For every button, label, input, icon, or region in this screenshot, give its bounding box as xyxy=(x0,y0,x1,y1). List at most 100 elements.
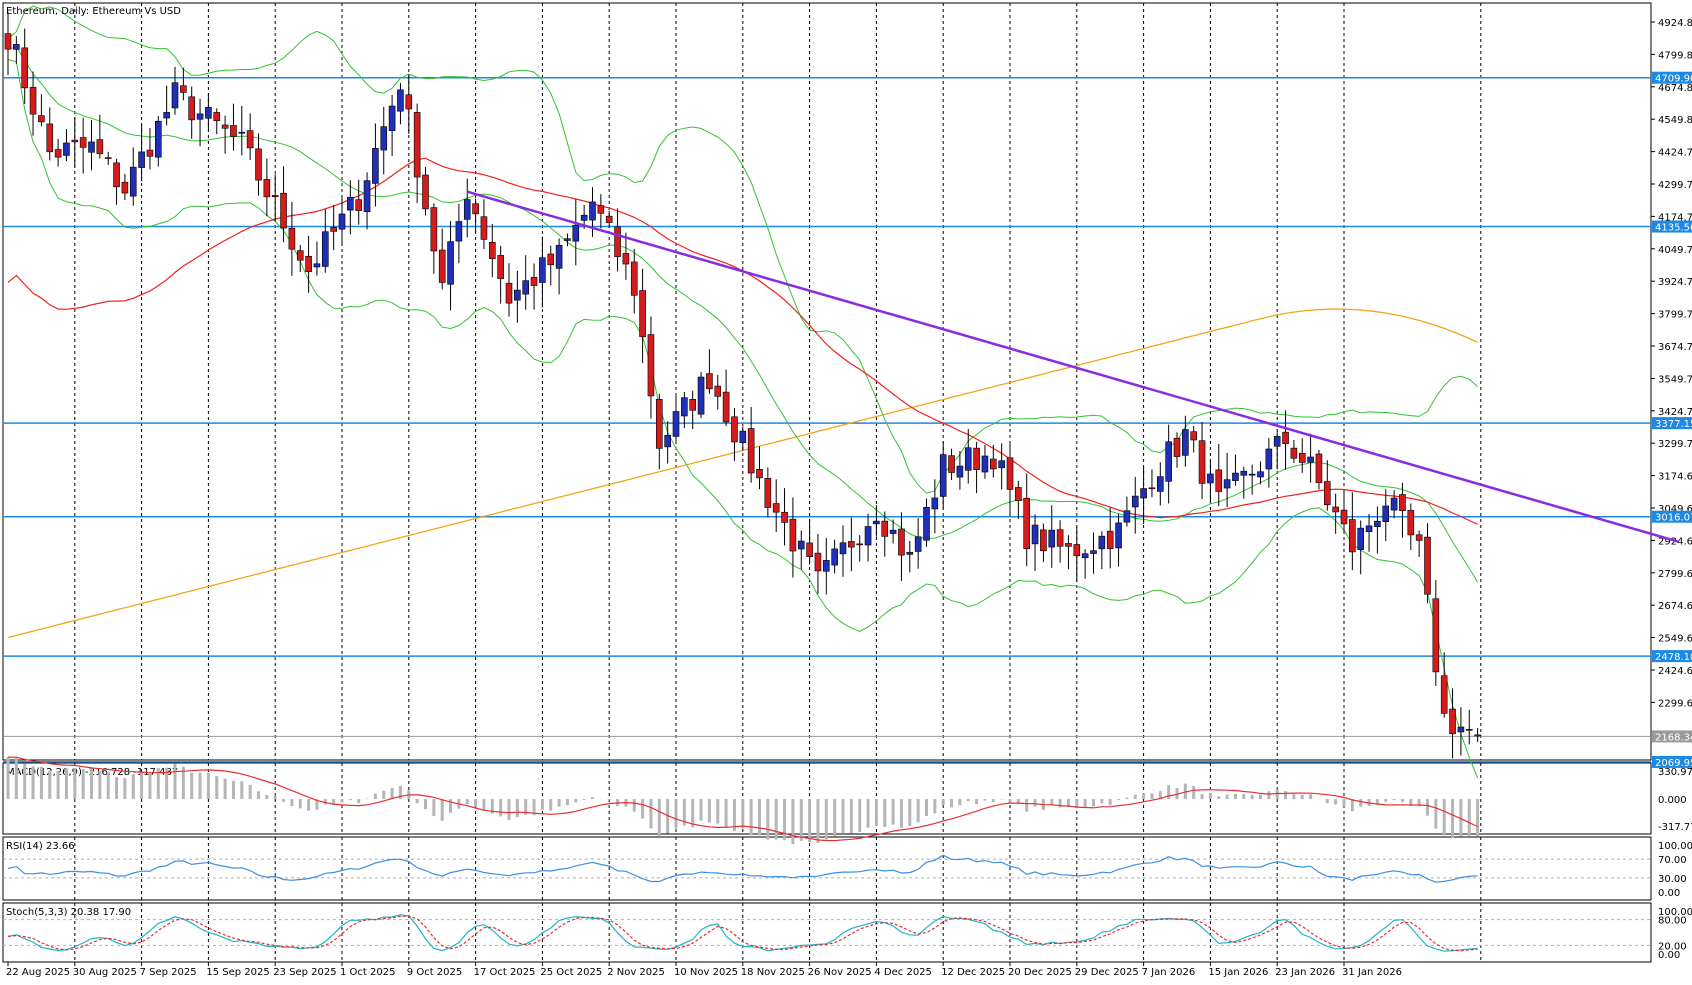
candle xyxy=(715,375,721,410)
candle xyxy=(740,426,746,450)
candle-body xyxy=(1074,545,1080,556)
candle-body xyxy=(197,114,203,119)
price-tick-label: 3424.71 xyxy=(1658,407,1692,418)
candle xyxy=(815,534,821,594)
macd-histogram-bar xyxy=(341,799,344,802)
price-tick-label: 4424.79 xyxy=(1658,148,1692,159)
rsi-axis-label: 0.00 xyxy=(1658,888,1680,899)
macd-histogram-bar xyxy=(1267,791,1270,799)
macd-histogram-bar xyxy=(858,799,861,832)
candle xyxy=(139,125,145,182)
macd-histogram-bar xyxy=(1301,795,1304,799)
macd-histogram-bar xyxy=(107,772,110,799)
candle-body xyxy=(448,242,454,285)
candle-body xyxy=(514,290,520,300)
candle xyxy=(38,94,44,126)
candle xyxy=(832,540,838,574)
candle xyxy=(481,199,487,249)
candle xyxy=(331,205,337,250)
candle-body xyxy=(1316,454,1322,483)
candle xyxy=(155,116,161,167)
candle-body xyxy=(1065,543,1071,546)
macd-histogram-bar xyxy=(566,799,569,805)
macd-histogram-bar xyxy=(691,799,694,827)
macd-histogram-bar xyxy=(7,757,10,799)
candle xyxy=(489,224,495,277)
candle-body xyxy=(773,504,779,513)
candle-body xyxy=(372,148,378,183)
candle xyxy=(5,12,11,75)
candle-body xyxy=(1274,436,1280,446)
macd-histogram-bar xyxy=(908,799,911,826)
date-tick-label: 26 Nov 2025 xyxy=(808,967,872,978)
candle-body xyxy=(214,112,220,120)
candle xyxy=(1166,425,1172,504)
macd-histogram-bar xyxy=(1192,786,1195,799)
chart-title: Ethereum, Daily: Ethereum Vs USD xyxy=(6,6,181,17)
candle xyxy=(105,152,111,165)
level-price-box: 4709.90 xyxy=(1652,72,1692,85)
macd-histogram-bar xyxy=(958,799,961,805)
candle-body xyxy=(1216,470,1222,492)
candle-body xyxy=(306,256,312,271)
candle xyxy=(80,118,86,174)
candle xyxy=(464,179,470,238)
macd-histogram-bar xyxy=(23,763,26,799)
candle xyxy=(706,349,712,393)
macd-histogram-bar xyxy=(32,766,35,799)
macd-pane: MACD(12,26,9) -216.728 -117.487330.9740.… xyxy=(6,757,1692,844)
macd-histogram-bar xyxy=(1326,799,1329,803)
candle-body xyxy=(205,107,211,118)
candle-body xyxy=(915,537,921,552)
candle-body xyxy=(731,417,737,442)
candle xyxy=(289,202,295,276)
candle-body xyxy=(665,435,671,447)
stoch-axis-label: 0.00 xyxy=(1658,950,1680,961)
macd-histogram-bar xyxy=(1468,799,1471,836)
level-price-box: 2168.34 xyxy=(1652,730,1692,743)
candle-body xyxy=(606,216,612,222)
candle xyxy=(189,87,195,139)
macd-histogram-bar xyxy=(633,799,636,812)
candle-body xyxy=(147,150,153,156)
macd-axis-label: -317.778 xyxy=(1658,822,1692,833)
price-overlays xyxy=(8,6,1478,778)
candle xyxy=(1149,469,1155,497)
candle xyxy=(1308,434,1314,483)
candle xyxy=(1091,532,1097,573)
candle xyxy=(673,396,679,443)
candle xyxy=(1466,710,1472,745)
candle-body xyxy=(840,543,846,554)
candle-body xyxy=(1441,676,1447,714)
candle xyxy=(180,68,186,101)
price-tick-label: 3299.70 xyxy=(1658,439,1692,450)
macd-histogram-bar xyxy=(207,773,210,799)
macd-histogram-bar xyxy=(349,799,352,800)
macd-histogram-bar xyxy=(98,771,101,799)
candle xyxy=(1049,505,1055,568)
level-price-label: 4135.56 xyxy=(1655,223,1692,234)
price-axis: 4924.834799.824674.814549.804424.794299.… xyxy=(1651,18,1692,709)
macd-histogram-bar xyxy=(925,799,928,816)
macd-histogram-bar xyxy=(282,799,285,802)
candle xyxy=(239,106,245,155)
candle xyxy=(364,172,370,229)
candle-body xyxy=(63,143,69,156)
macd-histogram-bar xyxy=(199,773,202,799)
candle-body xyxy=(1283,432,1289,444)
candle-body xyxy=(381,127,387,150)
macd-histogram-bar xyxy=(975,799,978,804)
candle-body xyxy=(1224,480,1230,488)
candle-body xyxy=(974,448,980,470)
candle-body xyxy=(1433,599,1439,672)
macd-histogram-bar xyxy=(875,799,878,826)
candle xyxy=(898,512,904,581)
candle-body xyxy=(1341,510,1347,524)
candle-body xyxy=(222,125,228,128)
candle-body xyxy=(356,200,362,211)
macd-histogram-bar xyxy=(1034,799,1037,806)
candle-body xyxy=(1157,477,1163,492)
candle xyxy=(1157,462,1163,505)
